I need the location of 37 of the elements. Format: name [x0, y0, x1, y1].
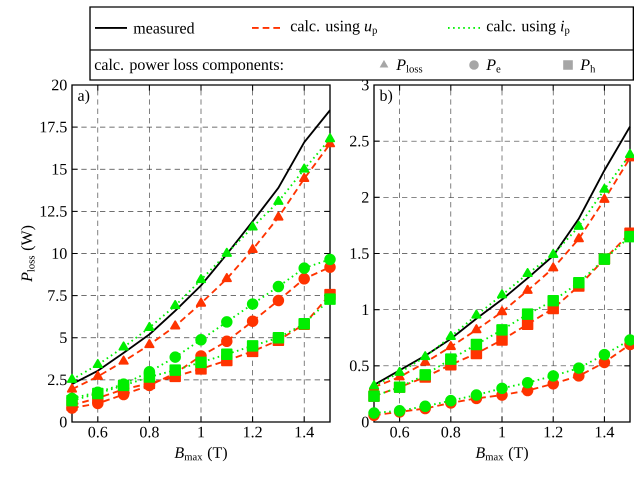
y-tick-label: 2.5: [350, 136, 369, 147]
y-axis-title: P$_{loss}$ (W): [20, 226, 36, 282]
text: calc. power loss components:: [94, 58, 283, 74]
text: calc. using u$_{p}$: [290, 20, 377, 36]
x-tick-label: 1: [198, 426, 204, 438]
y-tick-label: 1.5: [350, 248, 369, 259]
x-tick-label: 1.2: [244, 426, 262, 438]
y-tick-label: 20: [52, 80, 67, 90]
y-tick-label: 17.5: [40, 122, 67, 133]
y-tick-label: 0: [60, 416, 67, 428]
y-tick-label: 2.5: [48, 374, 67, 386]
y-tick-label: 15: [52, 164, 67, 175]
y-tick-label: 7.5: [48, 290, 67, 301]
y-tick-label: 1: [362, 304, 368, 315]
y-tick-label: 10: [52, 248, 67, 259]
y-tick-label: 0: [362, 416, 369, 428]
x-tick-label: 0.6: [390, 426, 410, 438]
y-tick-label: 0.5: [350, 360, 369, 372]
x-tick-label: 0.8: [140, 426, 159, 438]
y-tick-label: 12.5: [40, 206, 67, 217]
text: P$_{loss}$: [396, 60, 422, 72]
x-tick-label: 1.2: [544, 426, 562, 438]
text: P$_{h}$: [580, 60, 596, 72]
annotation: b): [380, 90, 392, 104]
text: P$_{e}$: [486, 60, 500, 72]
text: calc. using i$_{p}$: [486, 20, 570, 36]
x-tick-label: 0.8: [441, 426, 460, 438]
x-tick-label: 1: [499, 426, 506, 438]
legend-label: measured: [134, 22, 194, 34]
x-axis-title: B$_{max}$ (T): [174, 446, 227, 462]
y-tick-label: 2: [362, 192, 368, 203]
x-tick-label: 0.6: [88, 426, 108, 438]
y-tick-label: 5: [60, 332, 67, 344]
x-axis-title: B$_{max}$ (T): [476, 446, 528, 462]
x-tick-label: 1.4: [596, 426, 614, 438]
annotation: a): [78, 90, 90, 104]
x-tick-label: 1.4: [296, 426, 314, 438]
